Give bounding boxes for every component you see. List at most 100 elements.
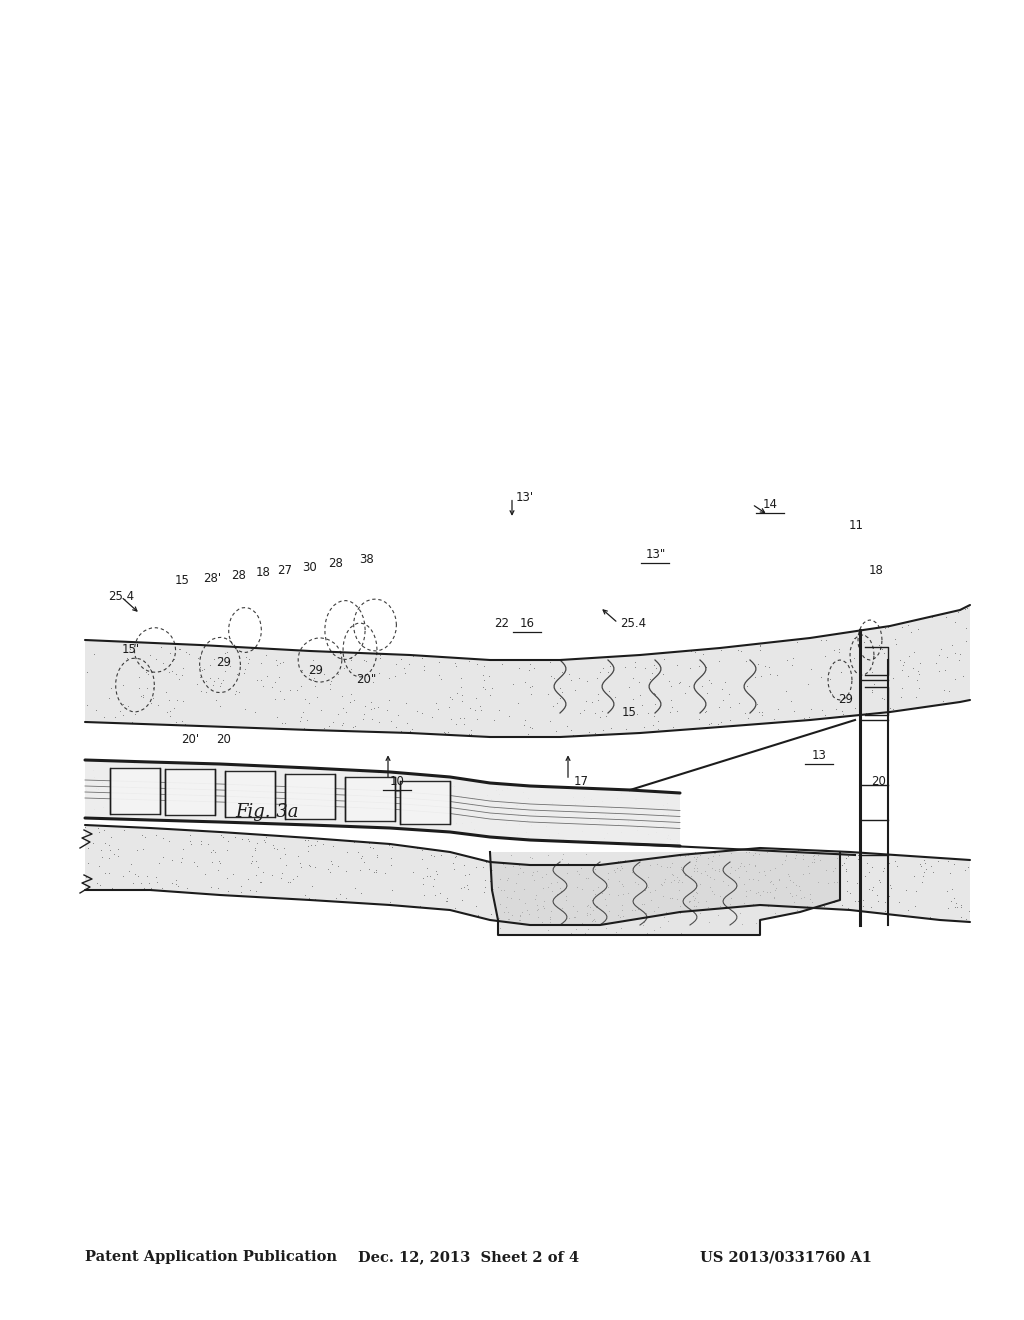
Point — [737, 861, 754, 882]
Text: Dec. 12, 2013  Sheet 2 of 4: Dec. 12, 2013 Sheet 2 of 4 — [358, 1250, 580, 1265]
Point — [234, 800, 251, 821]
Point — [315, 663, 332, 684]
Point — [210, 878, 226, 899]
Point — [643, 890, 659, 911]
Point — [540, 684, 556, 705]
Point — [221, 795, 238, 816]
Point — [801, 706, 817, 727]
Text: 29: 29 — [308, 664, 323, 677]
Point — [464, 795, 480, 816]
Point — [151, 853, 167, 874]
Point — [517, 892, 534, 913]
Point — [642, 855, 658, 876]
Point — [780, 710, 797, 731]
Point — [356, 649, 373, 671]
FancyBboxPatch shape — [400, 781, 450, 824]
Point — [885, 698, 901, 719]
Point — [700, 911, 717, 932]
Point — [425, 875, 441, 896]
Point — [432, 845, 449, 866]
Point — [699, 682, 716, 704]
Point — [237, 663, 253, 684]
Point — [368, 862, 384, 883]
Point — [361, 837, 378, 858]
Point — [949, 896, 966, 917]
Point — [126, 704, 142, 725]
Point — [175, 657, 191, 678]
Point — [260, 801, 276, 822]
Point — [559, 862, 575, 883]
Point — [579, 690, 595, 711]
Point — [552, 878, 568, 899]
Point — [730, 640, 746, 661]
Point — [103, 878, 120, 899]
Point — [660, 911, 677, 932]
Point — [677, 846, 693, 867]
Point — [664, 697, 680, 718]
Point — [749, 693, 765, 714]
Point — [482, 903, 499, 924]
Text: 28: 28 — [231, 569, 246, 582]
Point — [607, 853, 624, 874]
Point — [510, 692, 526, 713]
Point — [496, 902, 512, 923]
Point — [928, 653, 944, 675]
Point — [701, 876, 718, 898]
Point — [505, 673, 521, 694]
Point — [882, 701, 898, 722]
Point — [346, 832, 362, 853]
Point — [636, 911, 652, 932]
Point — [188, 754, 205, 775]
Point — [688, 857, 705, 878]
Point — [215, 669, 231, 690]
Point — [528, 894, 545, 915]
Point — [529, 861, 546, 882]
Point — [595, 719, 611, 741]
Point — [842, 882, 858, 903]
Point — [446, 652, 463, 673]
Point — [745, 845, 762, 866]
Point — [324, 854, 340, 875]
Point — [423, 845, 439, 866]
Text: 13": 13" — [645, 548, 666, 561]
Point — [839, 870, 855, 891]
Point — [542, 710, 558, 731]
Point — [144, 677, 161, 698]
Point — [80, 837, 96, 858]
Point — [838, 847, 854, 869]
Point — [485, 710, 502, 731]
Point — [783, 655, 800, 676]
Point — [308, 830, 325, 851]
Point — [369, 760, 385, 781]
Point — [93, 840, 110, 861]
Point — [500, 867, 516, 888]
Point — [360, 833, 377, 854]
Point — [500, 908, 516, 929]
Point — [398, 713, 415, 734]
Point — [909, 619, 926, 640]
Point — [365, 804, 381, 825]
Point — [341, 692, 357, 713]
Point — [700, 896, 717, 917]
Point — [96, 706, 113, 727]
Point — [164, 849, 180, 870]
Point — [502, 800, 518, 821]
Point — [658, 828, 675, 849]
Point — [703, 713, 720, 734]
Point — [537, 898, 553, 919]
Point — [193, 833, 209, 854]
Point — [108, 797, 124, 818]
Point — [597, 804, 613, 825]
Point — [759, 841, 775, 862]
Point — [757, 861, 773, 882]
Point — [146, 768, 163, 789]
Point — [475, 880, 492, 902]
Point — [781, 882, 798, 903]
Point — [124, 711, 140, 733]
Point — [525, 862, 542, 883]
Point — [947, 611, 964, 632]
Point — [189, 673, 206, 694]
Point — [326, 719, 342, 741]
Point — [512, 906, 528, 927]
Point — [818, 859, 835, 880]
